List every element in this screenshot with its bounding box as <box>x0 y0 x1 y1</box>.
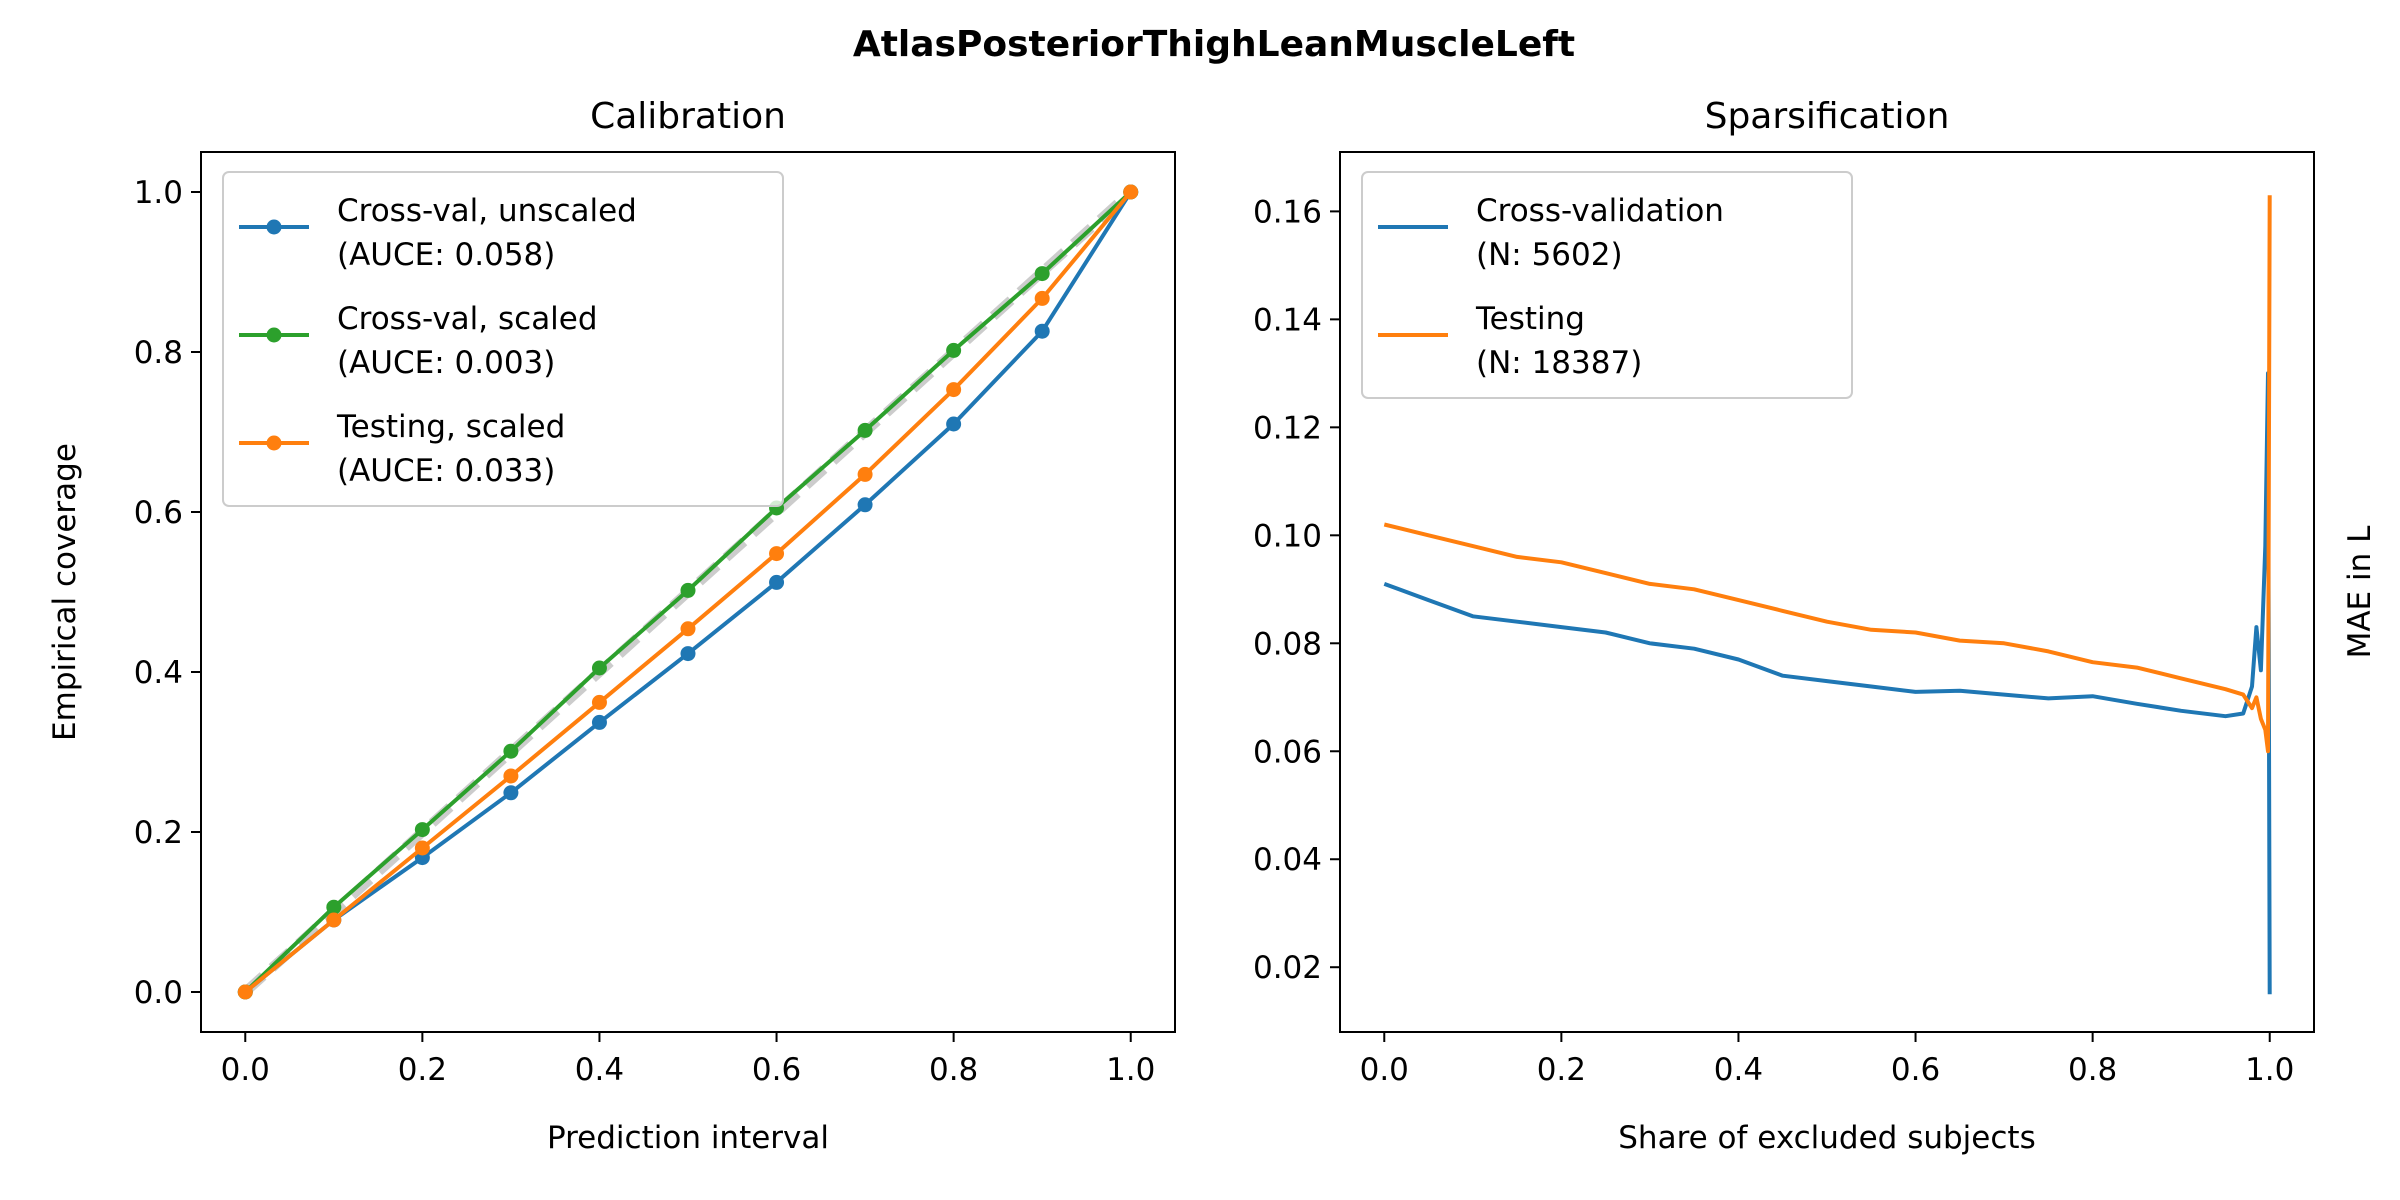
series-point <box>503 768 519 784</box>
x-tick-label: 0.6 <box>752 1052 801 1088</box>
calibration-panel: Calibration 0.0 0.2 0.4 0.6 0.8 1.0 0.0 0.2 0.4 0.… <box>47 96 1176 1156</box>
y-axis-label: Empirical coverage <box>47 443 83 741</box>
series-point <box>326 912 342 928</box>
axes-frame <box>200 151 1176 1033</box>
series-point <box>326 899 342 915</box>
series-point <box>1123 184 1139 200</box>
y-tick-label: 0.08 <box>1253 626 1322 662</box>
y-tick-label: 0.8 <box>134 335 183 371</box>
series-point <box>1034 266 1050 282</box>
x-axis-label: Share of excluded subjects <box>1618 1120 2035 1156</box>
legend: Cross-validation (N: 5602) Testing (N: 1838… <box>1361 171 1853 399</box>
series-point <box>591 694 607 710</box>
x-tick-label: 0.0 <box>221 1052 270 1088</box>
y-tick-label: 0.6 <box>134 495 183 531</box>
series-point <box>237 984 253 1000</box>
x-tick-label: 1.0 <box>1106 1052 1155 1088</box>
y-tick-label: 0.0 <box>134 975 183 1011</box>
series-point <box>769 546 785 562</box>
series-point <box>591 660 607 676</box>
y-tick-label: 0.4 <box>134 655 183 691</box>
x-tick-label: 0.0 <box>1360 1052 1409 1088</box>
series-point <box>414 822 430 838</box>
series-point <box>946 416 962 432</box>
legend-stat-2: (AUCE: 0.033) <box>337 453 555 489</box>
legend-label-0: Cross-val, unscaled <box>337 193 637 229</box>
figure-title: AtlasPosteriorThighLeanMuscleLeft <box>853 24 1575 65</box>
legend-marker-1 <box>266 327 282 343</box>
legend-marker-2 <box>266 435 282 451</box>
legend-marker-0 <box>266 219 282 235</box>
legend-label-0: Cross-validation <box>1476 193 1724 229</box>
series-point <box>1034 323 1050 339</box>
series-point <box>857 422 873 438</box>
series-point <box>503 743 519 759</box>
legend-box <box>222 171 784 507</box>
legend-label-1: Testing <box>1475 301 1585 337</box>
x-tick-label: 0.4 <box>575 1052 624 1088</box>
series-point <box>946 342 962 358</box>
series-point <box>946 382 962 398</box>
y-tick-label: 0.12 <box>1253 410 1322 446</box>
series-point <box>680 621 696 637</box>
y-tick-label: 0.06 <box>1253 734 1322 770</box>
y-tick-label: 1.0 <box>134 175 183 211</box>
series-line-0 <box>1383 371 2272 995</box>
y-axis-label: MAE in L <box>2342 525 2378 659</box>
legend-label-1: Cross-val, scaled <box>337 301 598 337</box>
axes-frame <box>1339 151 2315 1033</box>
x-tick-label: 0.2 <box>398 1052 447 1088</box>
legend-stat-1: (N: 18387) <box>1476 345 1642 381</box>
axes-title: Calibration <box>590 96 786 137</box>
y-tick-label: 0.04 <box>1253 842 1322 878</box>
legend-stat-0: (AUCE: 0.058) <box>337 237 555 273</box>
legend: Cross-val, unscaled (AUCE: 0.058) Cross-va… <box>222 171 784 507</box>
axes-title: Sparsification <box>1705 96 1950 137</box>
series-point <box>591 714 607 730</box>
legend-stat-1: (AUCE: 0.003) <box>337 345 555 381</box>
legend-label-2: Testing, scaled <box>336 409 565 445</box>
y-tick-label: 0.02 <box>1253 950 1322 986</box>
y-tick-label: 0.14 <box>1253 302 1322 338</box>
series-point <box>857 497 873 513</box>
x-tick-label: 0.2 <box>1537 1052 1586 1088</box>
series-point <box>857 466 873 482</box>
x-tick-label: 0.8 <box>2068 1052 2117 1088</box>
x-tick-label: 0.4 <box>1714 1052 1763 1088</box>
x-tick-label: 0.8 <box>929 1052 978 1088</box>
y-tick-label: 0.2 <box>134 815 183 851</box>
x-tick-label: 1.0 <box>2245 1052 2294 1088</box>
series-line-1 <box>1383 195 2272 754</box>
series-point <box>414 840 430 856</box>
series-point <box>680 646 696 662</box>
legend-box <box>1361 171 1853 399</box>
series-point <box>1034 290 1050 306</box>
series-point <box>503 785 519 801</box>
x-tick-label: 0.6 <box>1891 1052 1940 1088</box>
y-tick-label: 0.10 <box>1253 518 1322 554</box>
x-axis-label: Prediction interval <box>547 1120 829 1156</box>
sparsification-panel: Sparsification 0.0 0.2 0.4 0.6 0.8 1.0 0.02 0.04… <box>1253 96 2378 1156</box>
series-point <box>769 574 785 590</box>
legend-stat-0: (N: 5602) <box>1476 237 1623 273</box>
y-tick-label: 0.16 <box>1253 194 1322 230</box>
series-point <box>680 582 696 598</box>
